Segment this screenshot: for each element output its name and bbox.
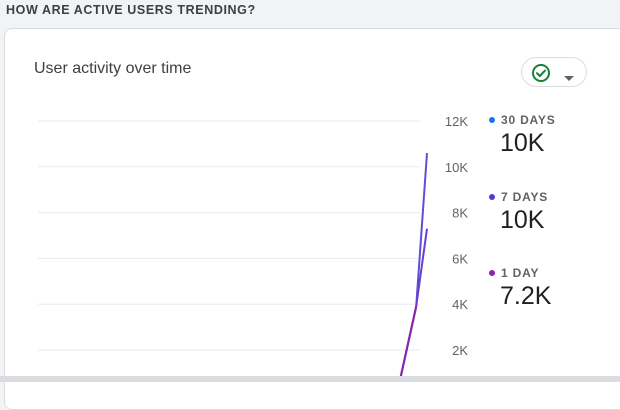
legend-dot <box>489 270 495 276</box>
legend-label: 30 DAYS <box>501 113 556 127</box>
compare-dropdown-button[interactable] <box>521 57 587 87</box>
legend-value: 10K <box>500 206 545 234</box>
legend-label: 1 DAY <box>501 266 540 280</box>
chart-series <box>399 152 428 381</box>
series-line <box>399 306 418 381</box>
chart-grid <box>38 120 420 351</box>
card-title: User activity over time <box>34 60 192 77</box>
y-tick-label: 2K <box>452 343 468 358</box>
legend-item: 7 DAYS 10K <box>489 190 548 235</box>
section-title: HOW ARE ACTIVE USERS TRENDING? <box>6 3 256 17</box>
y-tick-label: 12K <box>445 114 468 129</box>
y-axis-ticks: 12K10K8K6K4K2K0 <box>445 114 468 358</box>
y-tick-label: 6K <box>452 251 468 266</box>
y-tick-label: 10K <box>445 160 468 175</box>
legend-item: 1 DAY 7.2K <box>489 266 551 311</box>
legend-dot <box>489 194 495 200</box>
line-chart: 12K10K8K6K4K2K0 <box>38 114 468 381</box>
caret-down-icon <box>564 69 574 87</box>
legend-value: 7.2K <box>500 282 552 310</box>
legend-label: 7 DAYS <box>501 190 549 204</box>
series-line <box>399 152 428 381</box>
check-circle-icon <box>531 63 551 88</box>
legend-item: 30 DAYS 10K <box>489 113 556 158</box>
horizontal-scrollbar[interactable] <box>0 376 620 382</box>
legend-value: 10K <box>500 129 545 157</box>
y-tick-label: 8K <box>452 206 468 221</box>
y-tick-label: 4K <box>452 297 468 312</box>
legend-dot <box>489 117 495 123</box>
